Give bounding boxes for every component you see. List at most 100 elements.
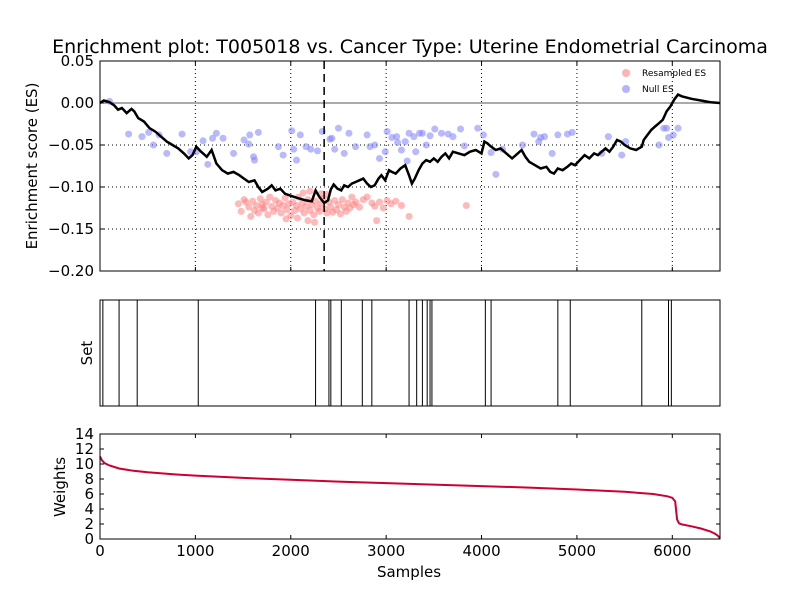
- weights-x-tick-label: 3000: [367, 542, 405, 560]
- resampled-es-point: [355, 203, 363, 211]
- legend-null-marker: [622, 85, 630, 93]
- resampled-es-point: [352, 198, 360, 206]
- weights-y-tick-label: 4: [84, 500, 94, 518]
- null-es-point: [426, 132, 434, 140]
- null-es-point: [288, 127, 296, 135]
- null-es-point: [292, 156, 300, 164]
- null-es-point: [422, 141, 430, 149]
- legend-resampled-label: Resampled ES: [642, 69, 706, 79]
- resampled-es-point: [392, 197, 400, 205]
- null-es-point: [568, 128, 576, 136]
- resampled-es-point: [304, 217, 312, 225]
- weights-x-tick-label: 2000: [272, 542, 310, 560]
- null-es-point: [245, 140, 253, 148]
- null-es-point: [381, 148, 389, 156]
- null-es-point: [669, 131, 677, 139]
- null-es-point: [290, 145, 298, 153]
- null-es-point: [403, 157, 411, 165]
- resampled-es-point: [237, 207, 245, 215]
- null-es-point: [345, 129, 353, 137]
- legend-null-label: Null ES: [642, 85, 674, 95]
- resampled-es-point: [363, 193, 371, 201]
- weights-x-tick-label: 4000: [462, 542, 500, 560]
- set-axes-frame: [99, 299, 721, 407]
- es-y-tick-label: −0.20: [48, 262, 94, 280]
- null-es-point: [178, 130, 186, 138]
- null-es-point: [397, 146, 405, 154]
- es-y-tick-label: −0.10: [48, 178, 94, 196]
- resampled-es-point: [348, 193, 356, 201]
- null-es-point: [674, 124, 682, 132]
- resampled-es-point: [311, 218, 319, 226]
- weights-y-tick-label: 2: [84, 515, 94, 533]
- resampled-es-point: [379, 204, 387, 212]
- null-es-point: [474, 124, 482, 132]
- weights-x-tick-label: 5000: [558, 542, 596, 560]
- chart-title: Enrichment plot: T005018 vs. Cancer Type…: [52, 36, 768, 58]
- null-es-point: [437, 129, 445, 137]
- resampled-es-point: [283, 206, 291, 214]
- enrichment-y-label: Enrichment score (ES): [23, 83, 41, 250]
- null-es-point: [412, 148, 420, 156]
- null-es-point: [457, 125, 465, 133]
- resampled-es-point: [293, 214, 301, 222]
- legend-resampled-marker: [622, 69, 630, 77]
- weights-y-tick-label: 8: [84, 470, 94, 488]
- set-event-lines: [102, 300, 672, 406]
- resampled-es-point: [375, 198, 383, 206]
- resampled-es-point: [300, 209, 308, 217]
- resampled-es-point: [299, 189, 307, 197]
- es-y-tick-label: −0.15: [48, 220, 94, 238]
- null-es-point: [340, 149, 348, 157]
- null-es-point: [230, 149, 238, 157]
- null-es-point: [449, 133, 457, 141]
- null-es-point: [492, 170, 500, 178]
- resampled-es-point: [258, 204, 266, 212]
- resampled-es-point: [336, 210, 344, 218]
- null-es-point: [279, 151, 287, 159]
- null-es-point: [199, 137, 207, 145]
- null-es-point: [618, 151, 626, 159]
- resampled-es-point: [256, 195, 264, 203]
- null-es-point: [540, 133, 548, 141]
- null-es-point: [487, 149, 495, 157]
- resampled-es-point: [338, 196, 346, 204]
- null-es-point: [375, 154, 383, 162]
- weights-x-tick-label: 6000: [653, 542, 691, 560]
- es-y-tick-label: 0.00: [61, 94, 94, 112]
- legend: Resampled ES Null ES: [622, 69, 706, 95]
- null-es-point: [554, 131, 562, 139]
- null-es-point: [212, 129, 220, 137]
- resampled-es-points: [234, 187, 470, 226]
- resampled-es-point: [254, 209, 262, 217]
- set-panel: Set: [78, 299, 721, 407]
- null-es-point: [604, 133, 612, 141]
- weights-x-label: Samples: [377, 563, 441, 581]
- null-es-point: [530, 130, 538, 138]
- null-es-point: [519, 141, 527, 149]
- null-es-point: [138, 133, 146, 141]
- null-es-point: [334, 124, 342, 132]
- null-es-point: [460, 142, 468, 150]
- resampled-es-point: [334, 201, 342, 209]
- null-es-point: [401, 138, 409, 146]
- null-es-point: [254, 128, 262, 136]
- resampled-es-point: [405, 212, 413, 220]
- set-y-label: Set: [78, 341, 96, 366]
- null-es-point: [204, 160, 212, 168]
- es-y-tick-label: −0.05: [48, 136, 94, 154]
- resampled-es-point: [245, 203, 253, 211]
- null-es-point: [383, 128, 391, 136]
- null-es-point: [274, 143, 282, 151]
- null-es-point: [418, 129, 426, 137]
- null-es-point: [240, 136, 248, 144]
- null-es-point: [145, 128, 153, 136]
- null-es-point: [163, 149, 171, 157]
- enrichment-axes-frame: [99, 60, 721, 272]
- null-es-point: [246, 131, 254, 139]
- weights-y-tick-label: 0: [84, 530, 94, 548]
- resampled-es-point: [262, 198, 270, 206]
- null-es-point: [251, 156, 259, 164]
- weights-y-tick-label: 6: [84, 485, 94, 503]
